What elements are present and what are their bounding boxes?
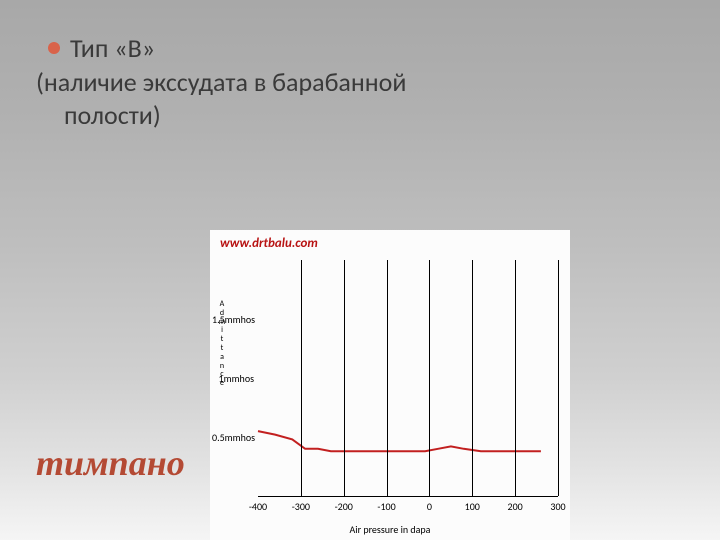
chart-series-line (258, 260, 558, 496)
bottom-title: тимпано (36, 442, 185, 484)
chart-plot-area: -400-300-200-1000100200300 (258, 260, 558, 496)
bullet-row: Тип «В» (48, 32, 155, 64)
grid-line (515, 260, 516, 496)
slide: Тип «В» (наличие экссудата в барабанной … (0, 0, 720, 540)
subtitle: (наличие экссудата в барабанной полости) (36, 66, 576, 131)
y-tick-label: 1mmhos (212, 372, 254, 385)
x-axis-label: Air pressure in dapa (210, 523, 570, 536)
x-tick-label: -100 (377, 500, 395, 513)
x-tick-label: 300 (550, 500, 565, 513)
x-tick-label: -200 (335, 500, 353, 513)
grid-line (558, 260, 559, 496)
bullet-icon (48, 42, 60, 54)
grid-line (301, 260, 302, 496)
subtitle-line2: полости) (36, 99, 576, 132)
tympanogram-chart: www.drtbalu.com Admittance -400-300-200-… (210, 230, 570, 540)
y-tick-label: 0.5mmhos (212, 431, 254, 444)
grid-line (387, 260, 388, 496)
x-tick-label: -400 (249, 500, 267, 513)
grid-line (472, 260, 473, 496)
x-tick-label: -300 (292, 500, 310, 513)
y-tick-label: 1.5mmhos (212, 313, 254, 326)
y-axis-label: Admittance (214, 300, 230, 490)
chart-watermark: www.drtbalu.com (220, 236, 318, 251)
x-tick-label: 200 (508, 500, 523, 513)
grid-line (344, 260, 345, 496)
bullet-text: Тип «В» (70, 32, 155, 64)
x-tick-label: 100 (465, 500, 480, 513)
grid-line (429, 260, 430, 496)
subtitle-line1: (наличие экссудата в барабанной (36, 66, 406, 98)
x-axis-line (258, 496, 558, 497)
x-tick-label: 0 (427, 500, 432, 513)
